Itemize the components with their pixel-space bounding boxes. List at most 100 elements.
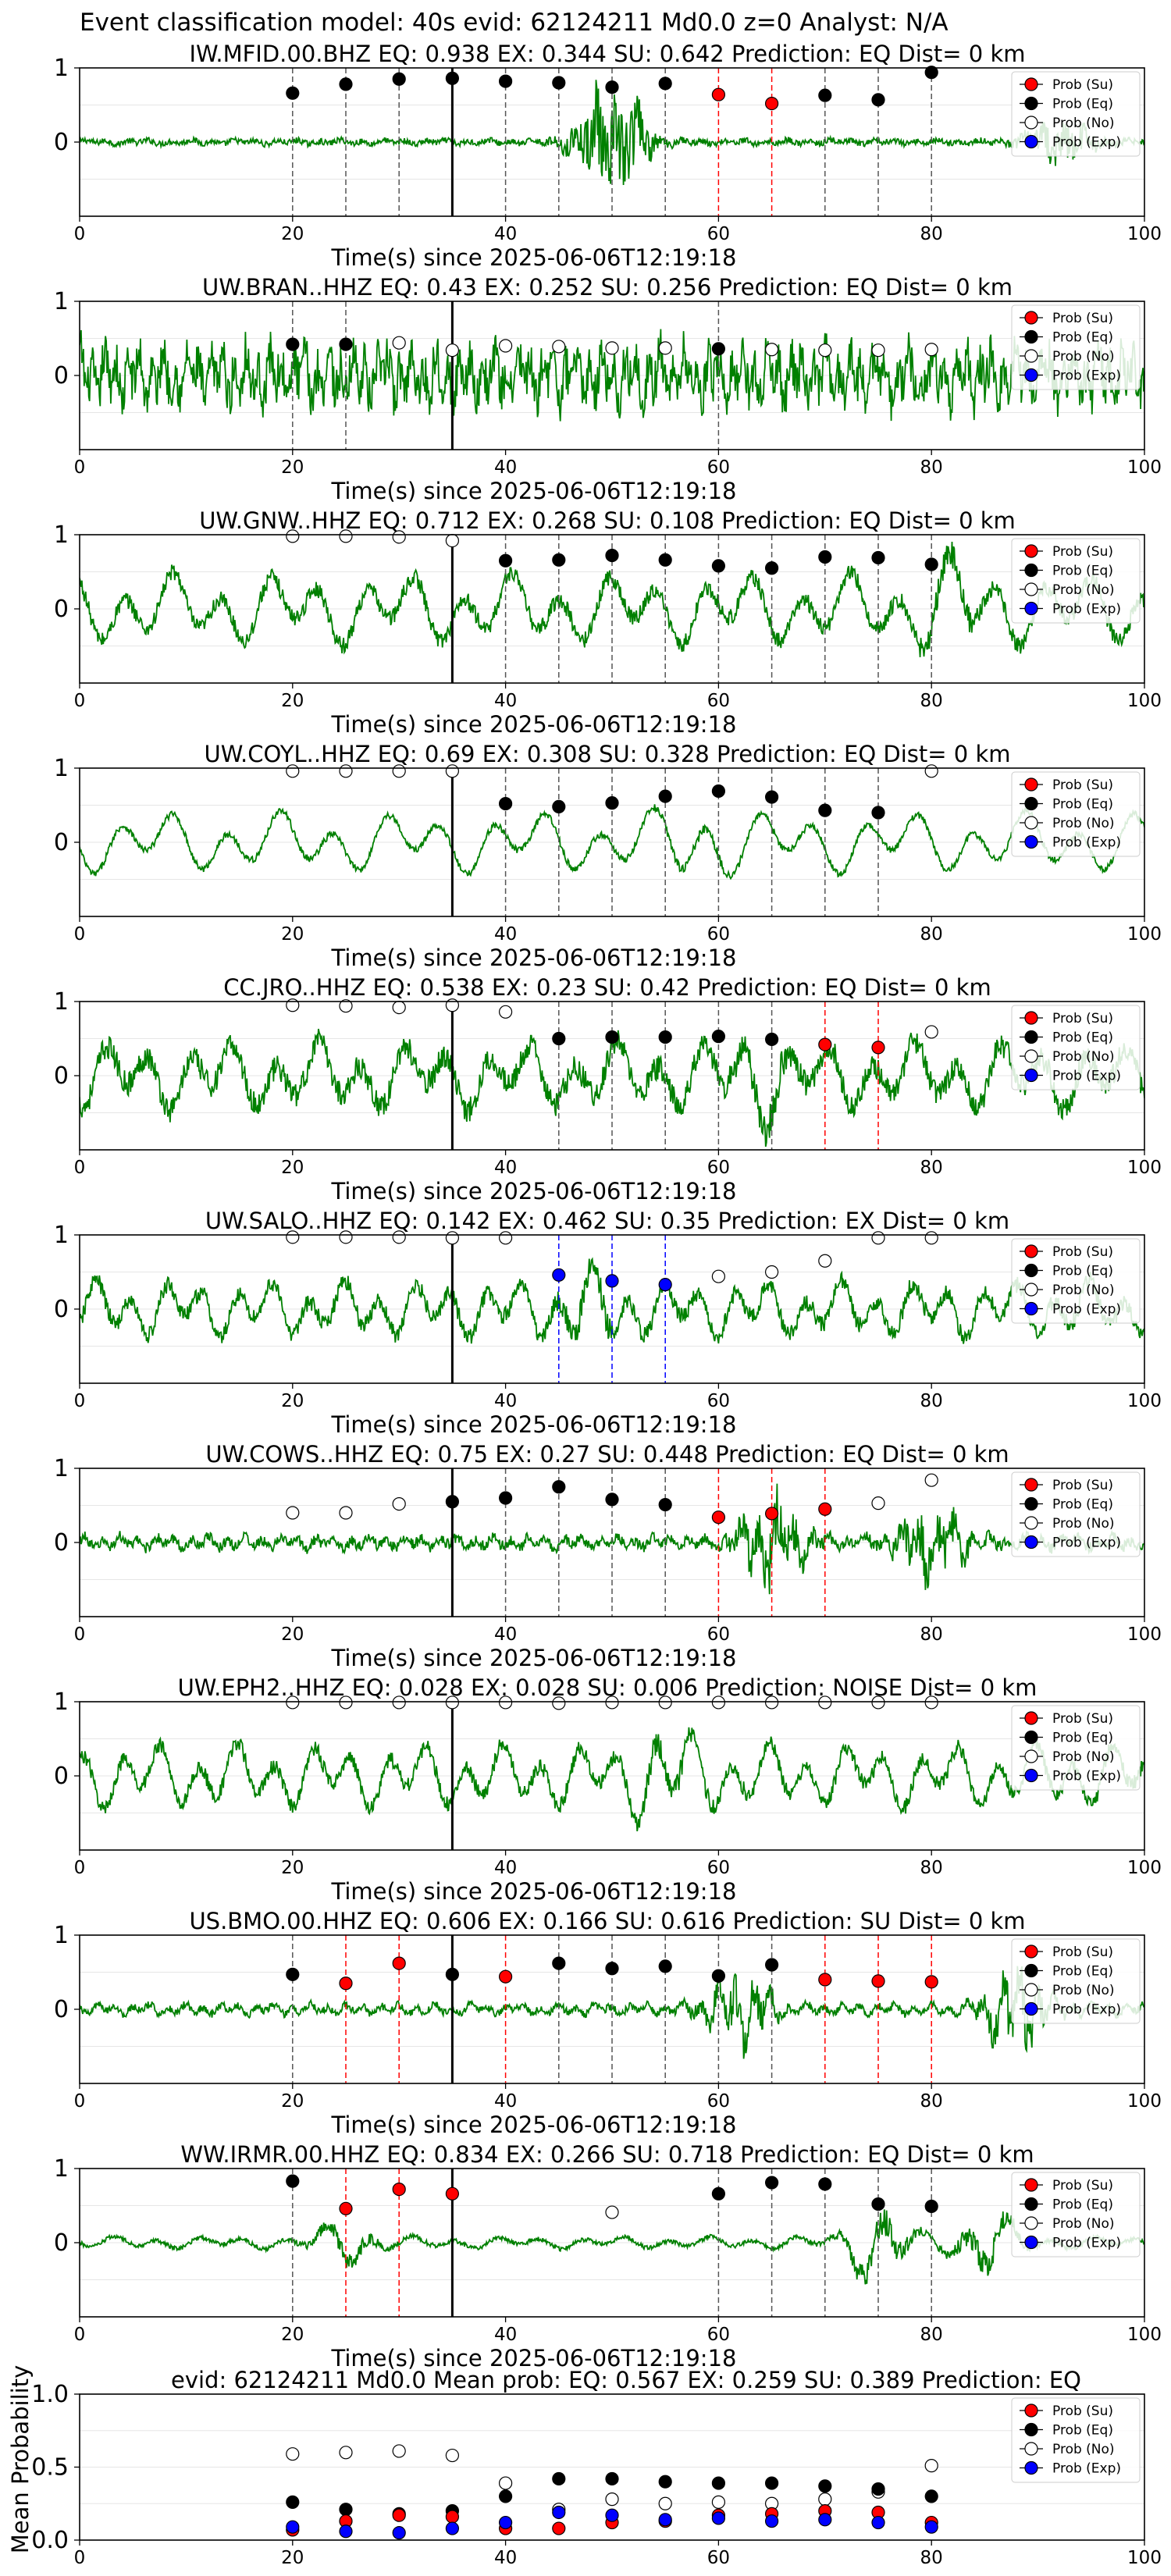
prob-marker-eq	[286, 86, 300, 100]
prob-marker-no	[605, 341, 619, 355]
prob-marker-no	[286, 1506, 300, 1520]
x-tick-label: 80	[920, 1158, 943, 1178]
mean-marker-eq	[818, 2479, 832, 2493]
x-tick-label: 100	[1127, 2548, 1162, 2568]
legend-marker-no	[1024, 2442, 1038, 2456]
legend-label-eq: Prob (Eq)	[1052, 797, 1113, 813]
mean-marker-su	[552, 2521, 566, 2535]
waveform-panel-4: UW.COYL..HHZ EQ: 0.69 EX: 0.308 SU: 0.32…	[54, 741, 1162, 971]
legend-label-exp: Prob (Exp)	[1052, 135, 1121, 151]
legend-marker-eq	[1024, 96, 1038, 111]
prob-marker-eq	[711, 2186, 726, 2201]
prob-marker-no	[445, 343, 460, 358]
prob-marker-no	[871, 1496, 885, 1510]
mean-marker-no	[605, 2492, 619, 2507]
mean-marker-exp	[764, 2514, 779, 2528]
legend-marker-exp	[1024, 1301, 1038, 1316]
x-tick-label: 60	[707, 924, 730, 945]
waveform-panel-10: WW.IRMR.00.HHZ EQ: 0.834 EX: 0.266 SU: 0…	[54, 2141, 1162, 2371]
legend-label-eq: Prob (Eq)	[1052, 1964, 1113, 1980]
prob-marker-no	[339, 764, 353, 778]
prob-marker-su	[711, 1510, 726, 1525]
prob-marker-eq	[552, 1031, 566, 1046]
prob-marker-eq	[552, 1956, 566, 1970]
legend-label-su: Prob (Su)	[1052, 1244, 1113, 1260]
legend-marker-su	[1024, 544, 1038, 558]
legend-label-no: Prob (No)	[1052, 816, 1115, 831]
prob-marker-eq	[286, 2174, 300, 2188]
prob-marker-eq	[498, 74, 513, 88]
prob-marker-eq	[552, 76, 566, 90]
prob-marker-eq	[871, 550, 885, 565]
panel-title: CC.JRO..HHZ EQ: 0.538 EX: 0.23 SU: 0.42 …	[223, 974, 991, 1001]
prob-marker-no	[286, 764, 300, 778]
y-tick-label: 0	[54, 829, 69, 856]
legend-label-eq: Prob (Eq)	[1052, 1497, 1113, 1513]
prob-marker-no	[498, 1005, 513, 1019]
prob-marker-eq	[339, 337, 353, 351]
prob-marker-no	[552, 1696, 566, 1710]
prob-marker-eq	[764, 1032, 779, 1047]
legend-marker-eq	[1024, 796, 1038, 811]
legend-label-no: Prob (No)	[1052, 1749, 1115, 1765]
prob-marker-no	[339, 1506, 353, 1520]
x-axis-label: Time(s) since 2025-06-06T12:19:18	[331, 1878, 737, 1905]
x-tick-label: 80	[920, 924, 943, 945]
x-tick-label: 80	[920, 1858, 943, 1878]
legend-label-eq: Prob (Eq)	[1052, 97, 1113, 112]
waveform-trace	[80, 329, 1144, 422]
legend-marker-eq	[1024, 2422, 1038, 2437]
figure-suptitle: Event classification model: 40s evid: 62…	[80, 9, 949, 37]
x-tick-label: 100	[1127, 457, 1162, 478]
panel-title: US.BMO.00.HHZ EQ: 0.606 EX: 0.166 SU: 0.…	[189, 1908, 1025, 1934]
x-tick-label: 80	[920, 1624, 943, 1645]
legend-label-exp: Prob (Exp)	[1052, 2002, 1121, 2018]
x-tick-label: 0	[74, 1158, 86, 1178]
legend-marker-no	[1024, 582, 1038, 596]
x-tick-label: 60	[707, 1624, 730, 1645]
panel-title: evid: 62124211 Md0.0 Mean prob: EQ: 0.56…	[171, 2367, 1081, 2393]
prob-marker-no	[764, 1695, 779, 1710]
x-tick-label: 80	[920, 224, 943, 244]
x-tick-label: 0	[74, 691, 86, 711]
prob-marker-eq	[605, 1962, 619, 1976]
x-tick-label: 100	[1127, 1624, 1162, 1645]
legend-label-su: Prob (Su)	[1052, 1944, 1113, 1960]
legend-label-su: Prob (Su)	[1052, 77, 1113, 93]
mean-marker-exp	[924, 2520, 938, 2534]
prob-marker-no	[924, 343, 938, 357]
x-axis-label: Time(s) since 2025-06-06T12:19:18	[331, 945, 737, 971]
x-tick-label: 20	[281, 1858, 304, 1878]
x-tick-label: 100	[1127, 1158, 1162, 1178]
y-tick-label: 1	[54, 1688, 69, 1716]
x-tick-label: 40	[494, 2091, 517, 2112]
x-axis-label: Time(s) since 2025-06-06T12:19:18	[331, 1178, 737, 1204]
prob-marker-su	[392, 1956, 406, 1970]
x-tick-label: 20	[281, 224, 304, 244]
legend: Prob (Su) Prob (Eq) Prob (No) Prob (Exp)	[1011, 71, 1141, 157]
y-tick-label: 0	[54, 129, 69, 156]
prob-marker-no	[924, 1231, 938, 1245]
x-tick-label: 100	[1127, 224, 1162, 244]
waveform-panel-9: US.BMO.00.HHZ EQ: 0.606 EX: 0.166 SU: 0.…	[54, 1908, 1162, 2138]
prob-marker-no	[924, 1473, 938, 1487]
x-axis-label: Time(s) since 2025-06-06T12:19:18	[331, 2112, 737, 2138]
legend-label-no: Prob (No)	[1052, 1983, 1115, 1998]
legend-marker-eq	[1024, 329, 1038, 344]
legend-label-su: Prob (Su)	[1052, 777, 1113, 793]
mean-marker-no	[498, 2476, 513, 2490]
prob-marker-su	[818, 1973, 832, 1987]
legend-marker-exp	[1024, 834, 1038, 849]
legend-marker-no	[1024, 1983, 1038, 1997]
legend-box	[1011, 1005, 1141, 1091]
prob-marker-eq	[552, 1480, 566, 1494]
x-tick-label: 100	[1127, 924, 1162, 945]
legend: Prob (Su) Prob (Eq) Prob (No) Prob (Exp)	[1011, 2397, 1141, 2483]
prob-marker-eq	[924, 557, 938, 571]
x-tick-label: 60	[707, 1158, 730, 1178]
waveform-trace	[80, 2209, 1144, 2285]
x-tick-label: 20	[281, 457, 304, 478]
legend-marker-eq	[1024, 1730, 1038, 1745]
prob-marker-exp	[605, 1274, 619, 1288]
prob-marker-eq	[658, 1030, 672, 1044]
